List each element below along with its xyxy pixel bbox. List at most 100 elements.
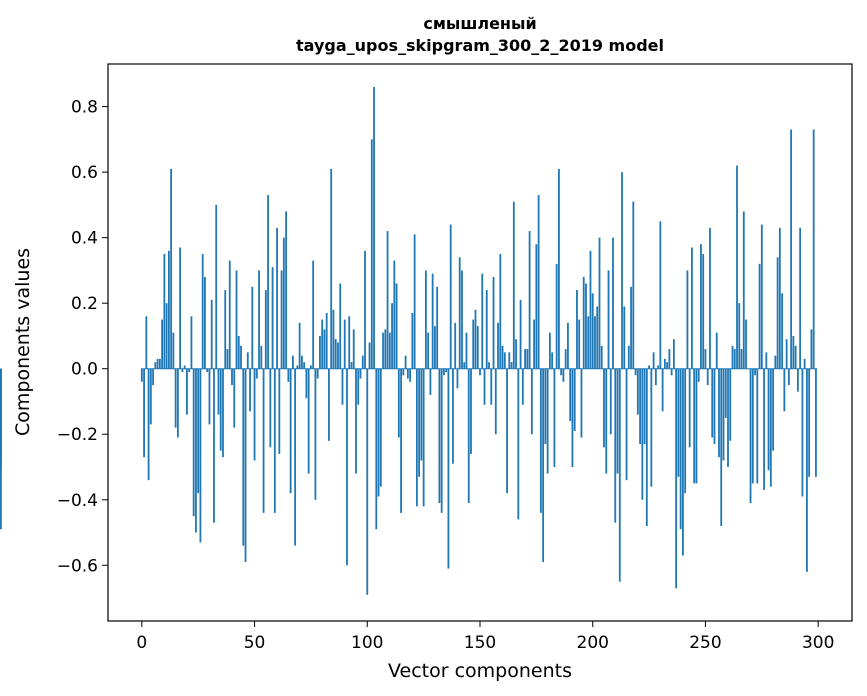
bar xyxy=(366,368,369,595)
bar xyxy=(350,362,353,369)
bar xyxy=(379,368,382,487)
bar xyxy=(156,358,159,369)
bar xyxy=(219,368,222,451)
bar xyxy=(603,368,605,448)
bar xyxy=(328,368,330,441)
bar xyxy=(542,368,545,563)
bar xyxy=(639,368,641,445)
bar xyxy=(271,267,274,369)
bar xyxy=(731,345,734,369)
bar xyxy=(781,293,784,369)
bar xyxy=(434,326,436,369)
bar xyxy=(282,237,285,369)
bar xyxy=(458,257,461,369)
bar xyxy=(413,234,416,369)
bar xyxy=(355,368,357,474)
bar xyxy=(483,368,486,405)
bar xyxy=(751,368,754,484)
bar xyxy=(528,231,531,369)
bar xyxy=(530,368,533,435)
bar xyxy=(172,332,175,369)
bar xyxy=(436,286,439,369)
bar xyxy=(323,329,326,369)
bar xyxy=(625,368,628,481)
bar xyxy=(352,329,355,369)
bar xyxy=(810,329,813,369)
bar xyxy=(287,368,290,382)
bar xyxy=(418,368,421,477)
bar xyxy=(470,368,472,454)
bar xyxy=(312,260,315,369)
bar xyxy=(204,276,206,369)
bar xyxy=(395,283,398,369)
bar xyxy=(143,368,145,458)
bar xyxy=(682,368,684,556)
bar xyxy=(400,368,402,513)
bar xyxy=(447,368,450,569)
bar xyxy=(409,368,412,382)
bar xyxy=(686,270,689,369)
x-tick-label: 50 xyxy=(244,633,266,653)
bar xyxy=(632,201,635,369)
bar xyxy=(291,355,294,369)
bar xyxy=(388,332,391,369)
bar xyxy=(670,368,673,376)
bar xyxy=(733,349,736,369)
bar xyxy=(722,368,725,461)
bar xyxy=(334,339,337,369)
bar xyxy=(652,352,655,369)
bar xyxy=(382,332,384,369)
bar xyxy=(158,358,161,369)
bar xyxy=(787,368,790,386)
bar xyxy=(285,211,288,369)
bar xyxy=(808,368,811,477)
bar xyxy=(206,368,209,372)
bar xyxy=(663,358,666,369)
bar xyxy=(778,227,781,369)
bar xyxy=(244,368,247,563)
bar xyxy=(645,368,648,526)
bar xyxy=(154,362,157,369)
bar xyxy=(149,368,152,425)
bar xyxy=(659,221,662,369)
bar xyxy=(213,368,215,523)
bar xyxy=(208,368,211,425)
bar xyxy=(668,349,671,369)
bar xyxy=(348,316,351,369)
bar xyxy=(375,368,378,530)
bar xyxy=(756,368,759,484)
bar xyxy=(179,247,182,369)
bar xyxy=(240,345,242,369)
bar xyxy=(582,276,585,369)
bar xyxy=(420,368,423,461)
y-tick-label: 0.6 xyxy=(71,163,98,183)
bar xyxy=(796,368,799,392)
bar xyxy=(217,368,220,415)
bar xyxy=(258,270,260,369)
chart-title-line2: tayga_upos_skipgram_300_2_2019 model xyxy=(296,36,664,55)
bar xyxy=(262,368,265,513)
bar xyxy=(361,355,364,369)
y-axis-ticks: −0.6 −0.4 −0.2 0.0 0.2 0.4 0.6 0.8 xyxy=(57,98,108,576)
bar xyxy=(359,368,362,379)
bar xyxy=(636,368,639,415)
bar xyxy=(742,211,745,369)
bar xyxy=(176,368,179,438)
bar xyxy=(321,319,324,369)
bar xyxy=(560,368,563,376)
bar xyxy=(501,345,504,369)
bar xyxy=(167,250,170,369)
bar xyxy=(718,368,720,458)
bar xyxy=(472,319,475,369)
bar xyxy=(337,342,339,369)
bar xyxy=(558,168,560,369)
bar xyxy=(260,345,263,369)
bar xyxy=(226,349,229,369)
y-tick-label: −0.6 xyxy=(57,556,98,576)
bar xyxy=(555,263,558,369)
bar xyxy=(650,368,653,487)
bar xyxy=(300,355,303,369)
bar xyxy=(424,270,427,369)
bar xyxy=(310,365,312,369)
